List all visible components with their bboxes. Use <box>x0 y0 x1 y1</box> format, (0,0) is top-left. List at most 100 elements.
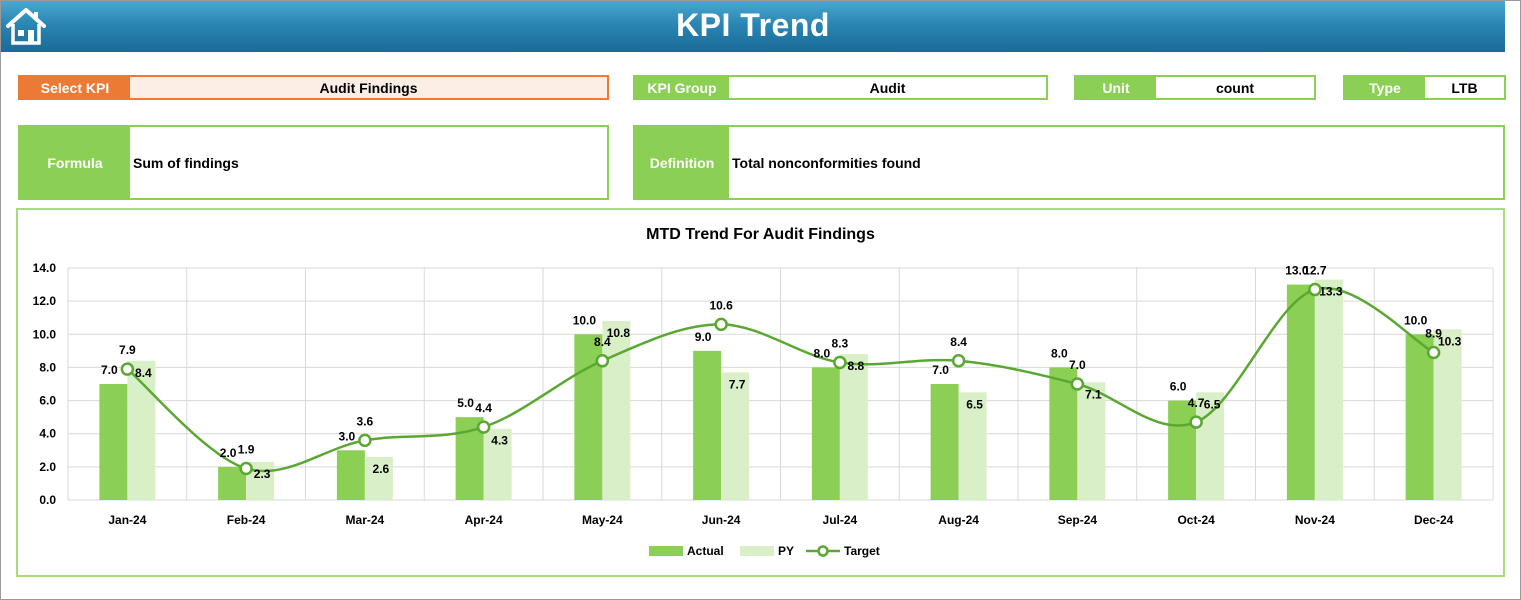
target-data-label: 8.3 <box>832 336 849 350</box>
target-marker <box>595 354 610 368</box>
bar-py <box>483 428 512 500</box>
definition-box: Definition Total nonconformities found <box>633 125 1505 200</box>
bar-py <box>721 372 750 500</box>
target-data-label: 8.4 <box>594 335 611 349</box>
py-data-label: 7.1 <box>1085 387 1102 401</box>
target-data-label: 1.9 <box>238 443 255 457</box>
bar-py <box>1433 329 1462 500</box>
actual-data-label: 9.0 <box>695 330 712 344</box>
y-tick-label: 14.0 <box>33 261 57 275</box>
target-marker <box>951 354 966 368</box>
bar-py <box>364 456 393 500</box>
actual-data-label: 7.0 <box>101 363 118 377</box>
kpi-group-label: KPI Group <box>635 77 729 98</box>
py-data-label: 10.8 <box>607 326 631 340</box>
actual-data-label: 5.0 <box>457 396 474 410</box>
x-tick-label: Oct-24 <box>1177 513 1215 527</box>
mtd-trend-chart: 0.0 2.0 4.0 6.0 8.0 10.0 12.0 14.0 Jan-24 Feb-24 M… <box>33 261 1494 558</box>
legend-target-marker <box>817 545 829 557</box>
actual-data-label: 8.0 <box>814 346 831 360</box>
target-data-label: 12.7 <box>1303 264 1327 278</box>
target-marker <box>1189 415 1203 429</box>
legend-target-label: Target <box>844 544 880 558</box>
actual-data-label: 3.0 <box>339 429 356 443</box>
actual-data-label: 6.0 <box>1170 380 1187 394</box>
definition-value: Total nonconformities found <box>732 154 921 171</box>
target-data-label: 7.9 <box>119 343 136 357</box>
x-tick-label: Mar-24 <box>346 513 385 527</box>
y-tick-label: 0.0 <box>39 493 56 507</box>
bar-actual <box>1405 334 1434 500</box>
header-bar: KPI Trend <box>1 1 1505 52</box>
formula-box: Formula Sum of findings <box>18 125 609 200</box>
bar-actual <box>1168 400 1197 500</box>
home-icon[interactable] <box>5 6 47 46</box>
target-data-label: 10.6 <box>709 298 733 312</box>
py-data-label: 7.7 <box>729 377 746 391</box>
py-data-label: 10.3 <box>1438 334 1462 348</box>
bar-actual <box>336 450 365 500</box>
x-tick-label: Feb-24 <box>227 513 266 527</box>
unit-field: Unit count <box>1074 75 1316 100</box>
target-data-label: 3.6 <box>357 414 374 428</box>
type-value: LTB <box>1425 77 1504 98</box>
y-tick-label: 10.0 <box>33 327 57 341</box>
target-marker <box>1308 282 1322 297</box>
py-data-label: 13.3 <box>1319 285 1343 299</box>
unit-label: Unit <box>1076 77 1156 98</box>
unit-value: count <box>1156 77 1314 98</box>
target-marker <box>1426 345 1441 360</box>
bar-actual <box>1286 284 1315 500</box>
kpi-group-value: Audit <box>729 77 1046 98</box>
target-marker <box>358 433 372 448</box>
target-line <box>126 286 1435 473</box>
target-data-label: 8.4 <box>950 335 967 349</box>
type-field: Type LTB <box>1343 75 1506 100</box>
actual-data-label: 10.0 <box>1404 313 1428 327</box>
definition-label: Definition <box>635 127 729 198</box>
legend-py-label: PY <box>778 544 794 558</box>
select-kpi-dropdown[interactable]: Audit Findings <box>130 77 607 98</box>
select-kpi-label: Select KPI <box>20 77 130 98</box>
type-label: Type <box>1345 77 1425 98</box>
py-data-label: 4.3 <box>491 434 508 448</box>
formula-label: Formula <box>20 127 130 198</box>
y-tick-label: 2.0 <box>39 460 56 474</box>
x-tick-label: Apr-24 <box>465 513 503 527</box>
target-marker <box>120 362 135 376</box>
target-marker <box>833 355 847 370</box>
formula-value: Sum of findings <box>133 154 239 171</box>
chart-container: MTD Trend For Audit Findings 0.0 2.0 4.0 6.… <box>16 208 1505 577</box>
bar-actual <box>99 384 128 500</box>
legend-actual-label: Actual <box>687 544 724 558</box>
bar-py <box>1314 279 1343 500</box>
target-data-label: 7.0 <box>1069 358 1086 372</box>
kpi-group-field: KPI Group Audit <box>633 75 1048 100</box>
x-tick-label: Jun-24 <box>702 513 741 527</box>
x-tick-label: May-24 <box>582 513 623 527</box>
y-tick-label: 4.0 <box>39 427 56 441</box>
py-data-label: 8.8 <box>848 359 865 373</box>
target-data-label: 8.9 <box>1425 327 1442 341</box>
py-data-label: 6.5 <box>966 397 983 411</box>
bar-actual <box>811 367 840 500</box>
target-marker <box>476 420 491 434</box>
bar-py <box>839 354 868 500</box>
py-data-label: 2.3 <box>254 467 271 481</box>
actual-data-label: 8.0 <box>1051 346 1068 360</box>
x-tick-label: Dec-24 <box>1414 513 1454 527</box>
x-tick-label: Aug-24 <box>938 513 979 527</box>
target-marker <box>714 317 728 332</box>
x-tick-label: Jan-24 <box>108 513 146 527</box>
chart-title: MTD Trend For Audit Findings <box>646 226 875 243</box>
target-data-label: 4.7 <box>1188 396 1205 410</box>
actual-data-label: 7.0 <box>932 363 949 377</box>
x-tick-label: Sep-24 <box>1058 513 1098 527</box>
py-data-label: 8.4 <box>135 366 152 380</box>
actual-data-label: 2.0 <box>220 446 237 460</box>
legend-py-swatch <box>740 546 774 556</box>
legend-actual-swatch <box>649 546 683 556</box>
py-data-label: 2.6 <box>373 462 390 476</box>
y-tick-label: 12.0 <box>33 294 57 308</box>
page-title: KPI Trend <box>676 7 830 43</box>
